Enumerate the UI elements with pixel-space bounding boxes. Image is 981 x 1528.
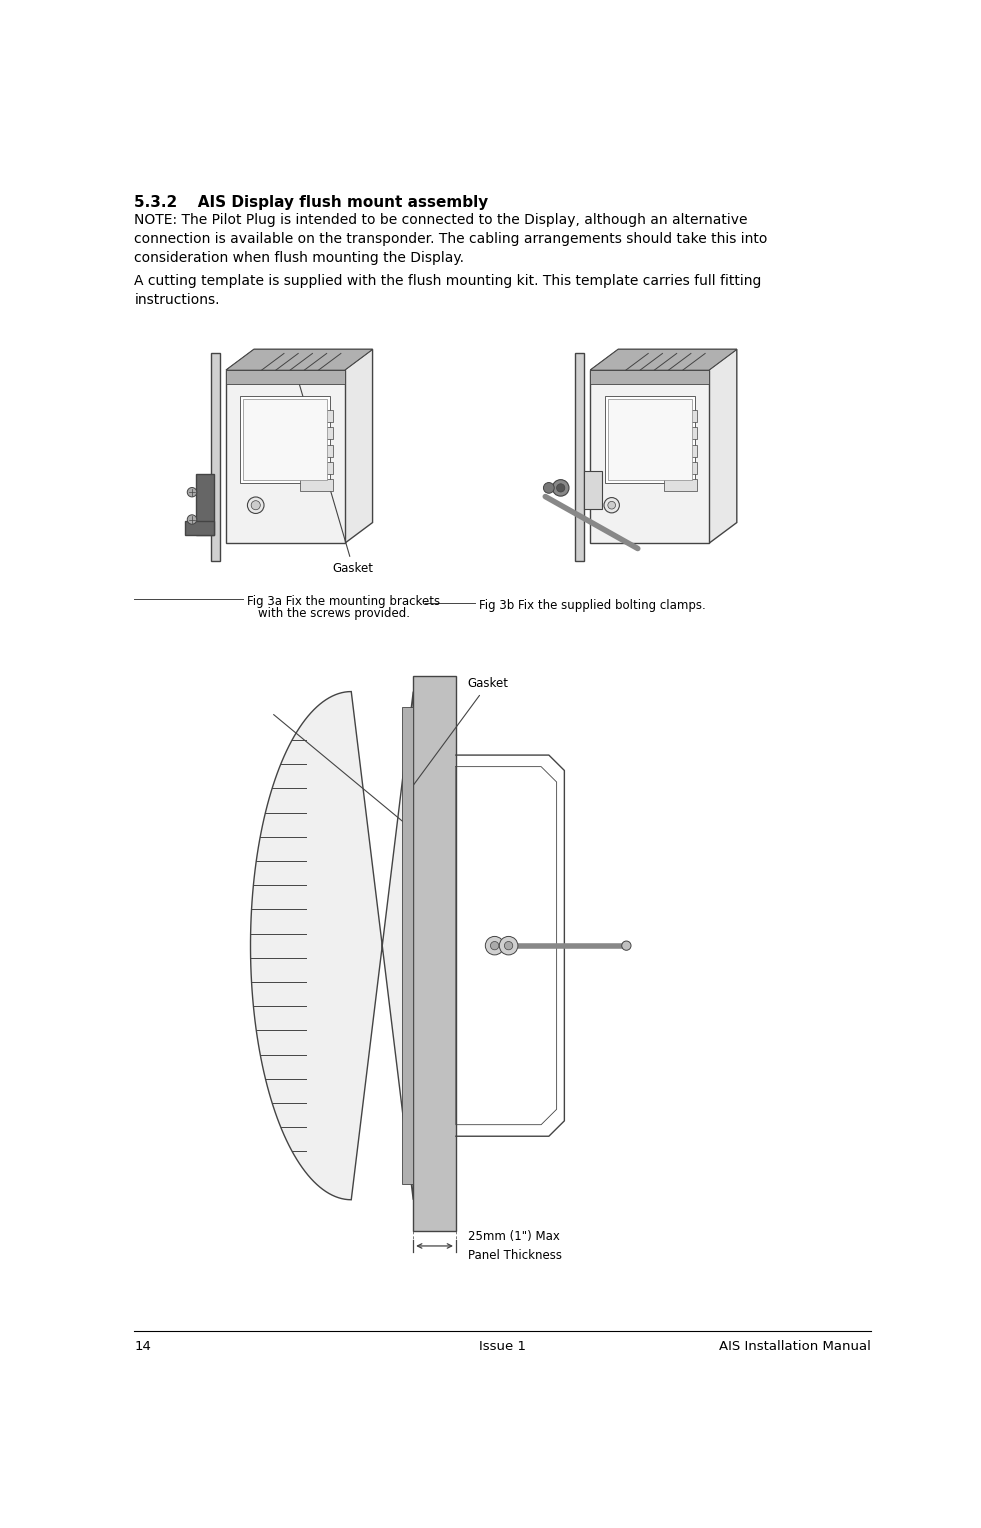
Circle shape — [543, 483, 554, 494]
Bar — [299, 461, 333, 474]
Bar — [211, 353, 220, 561]
Text: AIS Installation Manual: AIS Installation Manual — [719, 1340, 871, 1352]
Circle shape — [486, 937, 504, 955]
Bar — [299, 445, 333, 457]
Circle shape — [499, 937, 518, 955]
Bar — [401, 707, 413, 1184]
Text: Fig 3b Fix the supplied bolting clamps.: Fig 3b Fix the supplied bolting clamps. — [479, 599, 706, 613]
Text: NOTE: The Pilot Plug is intended to be connected to the Display, although an alt: NOTE: The Pilot Plug is intended to be c… — [134, 212, 767, 264]
Polygon shape — [709, 350, 737, 544]
Text: A cutting template is supplied with the flush mounting kit. This template carrie: A cutting template is supplied with the … — [134, 274, 761, 307]
Bar — [607, 399, 692, 480]
Text: Gasket: Gasket — [409, 677, 508, 792]
Bar — [664, 428, 697, 440]
Text: Panel Thickness: Panel Thickness — [468, 1248, 561, 1262]
Circle shape — [504, 941, 513, 950]
Text: Issue 1: Issue 1 — [479, 1340, 526, 1352]
Circle shape — [604, 498, 619, 513]
Bar — [196, 474, 214, 535]
Bar — [226, 370, 344, 384]
Bar — [243, 399, 328, 480]
Circle shape — [552, 480, 569, 497]
Bar — [664, 480, 697, 492]
Circle shape — [556, 484, 565, 492]
Circle shape — [187, 487, 197, 497]
Polygon shape — [344, 350, 373, 544]
Text: with the screws provided.: with the screws provided. — [258, 607, 410, 620]
Bar — [591, 370, 709, 544]
Bar — [299, 480, 333, 492]
Text: Gasket: Gasket — [298, 379, 374, 575]
Bar — [299, 428, 333, 440]
Polygon shape — [226, 350, 373, 370]
Text: Fig 3a Fix the mounting brackets: Fig 3a Fix the mounting brackets — [246, 596, 439, 608]
Polygon shape — [591, 350, 737, 370]
Bar — [240, 396, 331, 483]
Polygon shape — [226, 350, 373, 370]
Bar — [591, 370, 709, 384]
Circle shape — [251, 501, 260, 510]
Circle shape — [247, 497, 264, 513]
Text: 5.3.2  AIS Display flush mount assembly: 5.3.2 AIS Display flush mount assembly — [134, 196, 489, 209]
Bar — [664, 410, 697, 422]
Bar — [585, 471, 602, 509]
Bar — [184, 521, 214, 535]
Circle shape — [187, 515, 197, 524]
Circle shape — [608, 501, 615, 509]
Bar — [604, 396, 695, 483]
Bar — [664, 445, 697, 457]
Text: 14: 14 — [134, 1340, 151, 1352]
Polygon shape — [250, 692, 413, 1199]
Bar — [664, 461, 697, 474]
Bar — [413, 677, 456, 1230]
Circle shape — [490, 941, 498, 950]
Text: 25mm (1") Max: 25mm (1") Max — [468, 1230, 559, 1242]
Polygon shape — [591, 350, 737, 370]
Circle shape — [622, 941, 631, 950]
Bar — [575, 353, 585, 561]
Bar — [226, 370, 344, 544]
Bar — [299, 410, 333, 422]
